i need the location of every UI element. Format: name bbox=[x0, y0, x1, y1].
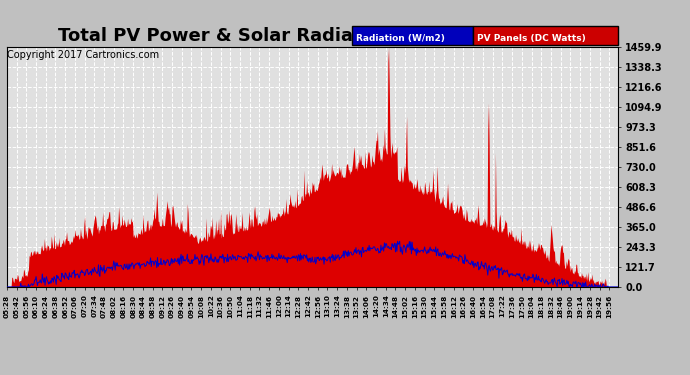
Title: Total PV Power & Solar Radiation Fri May 19 20:09: Total PV Power & Solar Radiation Fri May… bbox=[58, 27, 566, 45]
Text: PV Panels (DC Watts): PV Panels (DC Watts) bbox=[477, 33, 586, 42]
Text: Copyright 2017 Cartronics.com: Copyright 2017 Cartronics.com bbox=[7, 50, 159, 60]
Text: Radiation (W/m2): Radiation (W/m2) bbox=[356, 33, 445, 42]
